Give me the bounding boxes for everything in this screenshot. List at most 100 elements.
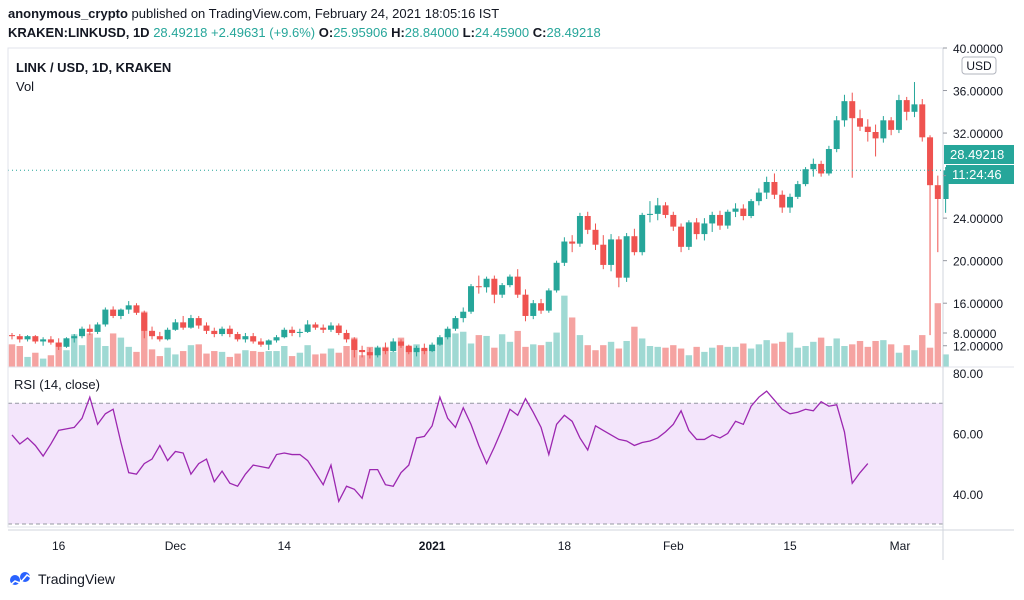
candle-body — [55, 342, 62, 347]
candle-body — [475, 286, 482, 288]
volume-bar — [654, 346, 661, 367]
candle-body — [16, 336, 23, 340]
candle-body — [732, 208, 739, 212]
volume-bar — [452, 333, 459, 367]
volume-bar — [942, 354, 949, 367]
price-tick-label: 40.00000 — [953, 42, 1003, 56]
candle-body — [335, 325, 342, 333]
volume-bar — [390, 351, 397, 367]
volume-bar — [740, 343, 747, 367]
candle-body — [864, 126, 871, 133]
volume-bar — [109, 333, 117, 367]
candle-body — [110, 309, 117, 316]
volume-bar — [833, 338, 840, 367]
time-tick-label: 16 — [52, 539, 66, 553]
price-change: +2.49631 (+9.6%) — [211, 25, 316, 40]
volume-bar — [786, 332, 794, 367]
candle-body — [646, 213, 653, 215]
candle-body — [670, 214, 677, 227]
price-tag-value: 28.49218 — [950, 147, 1004, 162]
volume-bar — [584, 345, 591, 367]
volume-bar — [724, 346, 731, 367]
volume-bar — [86, 333, 93, 367]
volume-bar — [771, 343, 778, 367]
candle-body — [429, 344, 436, 352]
volume-bar — [561, 295, 568, 367]
candle-body — [234, 334, 241, 340]
volume-bar — [545, 341, 553, 367]
volume-bar — [934, 303, 942, 367]
candle-body — [273, 337, 280, 341]
volume-bar — [887, 344, 895, 367]
candle-body — [514, 276, 521, 295]
last-price: 28.49218 — [153, 25, 208, 40]
candle-body — [24, 336, 31, 340]
candle-body — [716, 214, 723, 226]
volume-bar — [39, 358, 47, 367]
candle-body — [538, 303, 545, 311]
time-tick-label: Dec — [165, 539, 186, 553]
volume-bar — [335, 352, 342, 367]
volume-bar — [483, 335, 490, 367]
ohlc-header: KRAKEN:LINKUSD, 1D 28.49218 +2.49631 (+9… — [8, 25, 601, 40]
rsi-label[interactable]: RSI (14, close) — [14, 377, 100, 392]
volume-bar — [421, 349, 428, 367]
candle-body — [701, 223, 708, 235]
candle-body — [250, 336, 257, 342]
volume-bar — [55, 342, 62, 367]
candle-body — [366, 352, 373, 356]
candle-body — [545, 290, 552, 311]
volume-bar — [63, 350, 70, 367]
candle-body — [919, 104, 926, 138]
time-tick-label: Feb — [663, 539, 684, 553]
volume-bar — [288, 356, 296, 367]
price-tick-label: 32.00000 — [953, 127, 1003, 141]
high-value: 28.84000 — [404, 25, 460, 40]
candle-body — [693, 222, 700, 235]
volume-bar — [444, 333, 451, 367]
volume-bar — [701, 351, 708, 367]
candle-body — [825, 149, 832, 174]
volume-bar — [405, 346, 412, 367]
candle-body — [623, 236, 630, 278]
volume-bar — [537, 345, 545, 367]
volume-bar — [304, 345, 311, 367]
volume-bar — [78, 345, 86, 367]
volume-bar — [320, 353, 327, 367]
candle-body — [141, 312, 148, 331]
candle-body — [149, 330, 156, 337]
tradingview-icon — [8, 572, 34, 587]
candle-body — [561, 241, 568, 263]
volume-bar — [358, 355, 366, 367]
volume-bar — [312, 354, 319, 367]
candle-body — [452, 318, 459, 329]
candle-body — [63, 338, 70, 347]
volume-bar — [693, 346, 700, 367]
author-name[interactable]: anonymous_crypto — [8, 6, 128, 21]
rsi-tick-label: 80.00 — [953, 367, 983, 381]
candle-body — [506, 276, 513, 286]
candle-body — [281, 329, 288, 338]
volume-bar — [226, 356, 234, 367]
candle-body — [304, 324, 311, 332]
symbol-label: KRAKEN:LINKUSD, 1D — [8, 25, 150, 40]
candle-body — [71, 336, 78, 339]
candlesticks — [8, 82, 949, 359]
candle-body — [94, 324, 101, 332]
tradingview-logo[interactable]: TradingView — [8, 571, 115, 587]
pane-title: LINK / USD, 1D, KRAKEN — [16, 60, 171, 75]
candle-body — [172, 322, 179, 330]
volume-bar — [343, 346, 350, 367]
volume-bar — [872, 340, 879, 367]
candle-body — [117, 309, 124, 316]
volume-bar — [242, 350, 249, 367]
volume-bar — [919, 335, 926, 367]
candle-body — [794, 184, 801, 197]
currency-badge[interactable]: USD — [961, 56, 997, 75]
volume-bar — [8, 344, 16, 367]
candle-body — [755, 192, 762, 202]
candle-body — [156, 336, 163, 340]
volume-bar — [794, 347, 801, 367]
rsi-line — [11, 390, 869, 504]
